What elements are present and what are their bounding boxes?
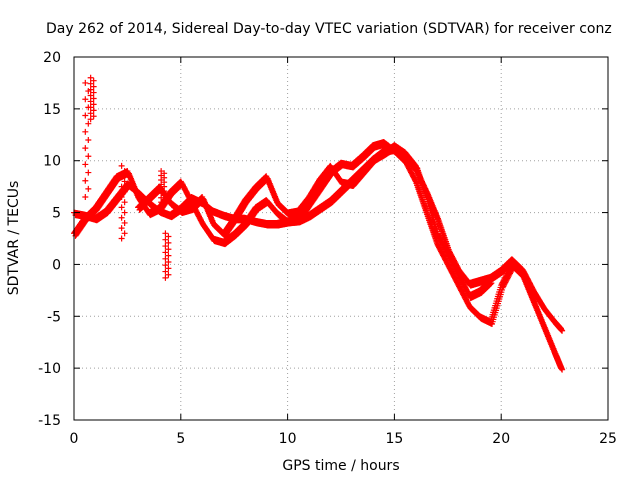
spike-point — [85, 136, 92, 143]
spike-point — [165, 252, 172, 259]
spike-point — [82, 177, 89, 184]
spike-point — [121, 219, 128, 226]
chart-title: Day 262 of 2014, Sidereal Day-to-day VTE… — [46, 21, 612, 37]
spike-point — [162, 262, 169, 269]
spike-point — [165, 246, 172, 253]
x-tick-label: 0 — [70, 431, 79, 447]
spike-point — [121, 168, 128, 175]
x-tick-label: 10 — [279, 431, 297, 447]
spike-point — [118, 214, 125, 221]
spike-point — [82, 79, 89, 86]
spike-point — [87, 116, 94, 123]
spike-point — [121, 188, 128, 195]
spike-point — [90, 113, 97, 120]
spike-point — [90, 89, 97, 96]
marks-layer — [71, 74, 566, 373]
x-tick-label: 20 — [492, 431, 510, 447]
spike-point — [82, 145, 89, 152]
data-point — [488, 280, 495, 287]
spike-point — [162, 268, 169, 275]
spike-point — [165, 239, 172, 246]
spike-point — [82, 161, 89, 168]
data-point — [558, 365, 565, 372]
spike-point — [85, 120, 92, 127]
spike-point — [165, 258, 172, 265]
spike-point — [90, 77, 97, 84]
spike-point — [82, 112, 89, 119]
data-point — [487, 276, 494, 283]
spike-point — [82, 96, 89, 103]
spike-point — [90, 83, 97, 90]
spike-point — [87, 86, 94, 93]
y-tick-label: -15 — [38, 413, 61, 429]
spike-point — [162, 236, 169, 243]
spike-point — [82, 128, 89, 135]
spike-point — [162, 249, 169, 256]
spike-point — [87, 74, 94, 81]
x-axis-label: GPS time / hours — [282, 458, 399, 474]
x-tick-label: 25 — [599, 431, 617, 447]
spike-point — [165, 233, 172, 240]
spike-point — [121, 230, 128, 237]
spike-point — [85, 169, 92, 176]
y-tick-label: 10 — [43, 154, 61, 170]
data-point — [558, 325, 565, 332]
spike-point — [165, 265, 172, 272]
spike-point — [90, 107, 97, 114]
spike-point — [90, 95, 97, 102]
spike-point — [162, 274, 169, 281]
spike-point — [87, 98, 94, 105]
spike-point — [165, 271, 172, 278]
spike-point — [162, 255, 169, 262]
spike-point — [118, 235, 125, 242]
spike-point — [162, 230, 169, 237]
ticks-layer: 0 5 10 15 20 25 -15 -10 -5 0 5 10 15 20 — [38, 50, 617, 447]
y-tick-label: 20 — [43, 50, 61, 66]
y-tick-label: 15 — [43, 102, 61, 118]
spike-point — [121, 199, 128, 206]
spike-point — [118, 173, 125, 180]
spike-point — [87, 92, 94, 99]
spike-point — [118, 225, 125, 232]
spike-point — [85, 185, 92, 192]
y-axis-label: SDTVAR / TECUs — [6, 181, 22, 296]
y-tick-label: -10 — [38, 361, 61, 377]
spike-point — [118, 204, 125, 211]
spike-point — [118, 183, 125, 190]
spike-point — [121, 209, 128, 216]
y-tick-label: 0 — [52, 257, 61, 273]
spike-point — [158, 168, 165, 175]
x-tick-label: 15 — [385, 431, 403, 447]
y-tick-label: -5 — [47, 309, 61, 325]
spike-point — [85, 153, 92, 160]
y-tick-label: 5 — [52, 206, 61, 222]
plot-frame — [73, 56, 609, 421]
spike-point — [118, 162, 125, 169]
spike-point — [87, 110, 94, 117]
x-tick-label: 5 — [176, 431, 185, 447]
spike-point — [162, 243, 169, 250]
spike-point — [87, 80, 94, 87]
spike-point — [121, 178, 128, 185]
spike-point — [118, 194, 125, 201]
spike-point — [87, 104, 94, 111]
spike-point — [90, 101, 97, 108]
spike-point — [82, 194, 89, 201]
grid-layer — [74, 57, 608, 420]
